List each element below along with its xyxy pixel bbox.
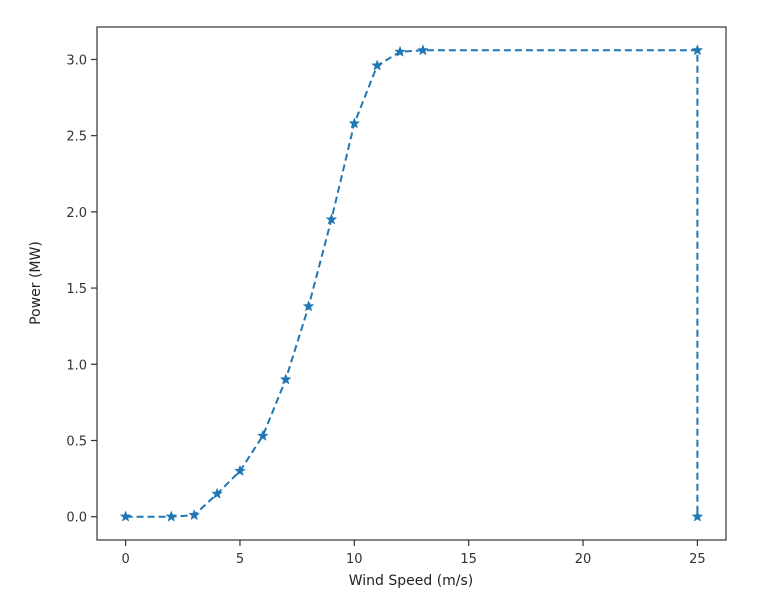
data-point	[119, 510, 132, 522]
data-point	[279, 373, 292, 385]
y-tick-label: 1.0	[66, 358, 87, 373]
y-tick-label: 2.0	[66, 206, 87, 221]
x-axis: 0 5 10 15 20 25	[121, 540, 706, 567]
data-point	[417, 44, 429, 56]
x-tick-label: 0	[121, 552, 129, 567]
y-tick-label: 0.5	[66, 434, 87, 449]
y-tick-label: 1.5	[66, 282, 87, 297]
x-tick-label: 25	[689, 552, 706, 567]
data-point	[691, 510, 704, 522]
x-axis-label: Wind Speed (m/s)	[349, 573, 474, 589]
y-axis: 0.0 0.5 1.0 1.5 2.0 2.5 3.0	[66, 53, 97, 526]
plot-frame	[96, 26, 727, 541]
data-point	[165, 510, 178, 522]
data-point	[188, 508, 201, 521]
data-point	[394, 45, 406, 57]
data-point	[302, 300, 315, 312]
y-tick-label: 0.0	[66, 511, 87, 526]
series-layer	[119, 44, 704, 522]
data-point	[348, 117, 361, 129]
x-tick-label: 5	[236, 552, 244, 567]
x-tick-label: 10	[346, 552, 363, 567]
data-point	[325, 213, 338, 225]
plot-area	[96, 26, 727, 541]
data-point	[234, 464, 246, 476]
x-tick-label: 20	[575, 552, 592, 567]
y-tick-label: 2.5	[66, 130, 87, 145]
y-axis-label: Power (MW)	[28, 241, 44, 325]
data-point	[371, 59, 384, 71]
data-point	[211, 487, 223, 499]
y-tick-label: 3.0	[66, 53, 87, 68]
x-tick-label: 15	[460, 552, 477, 567]
data-point	[256, 429, 269, 441]
data-point	[691, 44, 704, 56]
